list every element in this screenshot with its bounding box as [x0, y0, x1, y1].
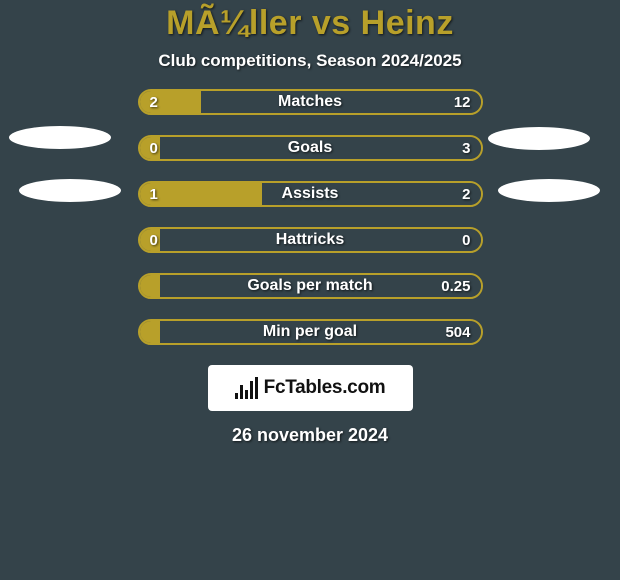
subhead: Club competitions, Season 2024/2025	[0, 51, 620, 71]
bar-mpg: Min per goal504	[138, 319, 483, 345]
bar-matches-right-seg	[201, 91, 481, 113]
bar-assists: Assists12	[138, 181, 483, 207]
comparison-card: MÃ¼ller vs Heinz Club competitions, Seas…	[0, 0, 620, 580]
bar-mpg-left-seg	[140, 321, 160, 343]
bars-area: Matches212 Goals03 Assists12 Hattricks00 Goa…	[138, 71, 483, 345]
bar-gpm-left-seg	[140, 275, 160, 297]
team-badge-left-2	[19, 179, 121, 202]
bar-goals-right-seg	[160, 137, 481, 159]
bar-matches: Matches212	[138, 89, 483, 115]
bar-hattricks-right-seg	[160, 229, 481, 251]
bar-matches-left-seg	[140, 91, 201, 113]
bar-gpm-right-seg	[160, 275, 481, 297]
bar-mpg-right-seg	[160, 321, 481, 343]
logo-text: FcTables.com	[264, 377, 386, 399]
bar-hattricks-left-seg	[140, 229, 160, 251]
team-badge-right-1	[488, 127, 590, 150]
headline: MÃ¼ller vs Heinz	[0, 4, 620, 43]
footer-date: 26 november 2024	[0, 425, 620, 446]
logo-bars-icon	[235, 377, 258, 399]
fctables-logo: FcTables.com	[208, 365, 413, 411]
bar-assists-left-seg	[140, 183, 263, 205]
bar-goals-left-seg	[140, 137, 160, 159]
bar-assists-right-seg	[262, 183, 480, 205]
bar-hattricks: Hattricks00	[138, 227, 483, 253]
bar-gpm: Goals per match0.25	[138, 273, 483, 299]
team-badge-right-2	[498, 179, 600, 202]
bar-goals: Goals03	[138, 135, 483, 161]
team-badge-left-1	[9, 126, 111, 149]
